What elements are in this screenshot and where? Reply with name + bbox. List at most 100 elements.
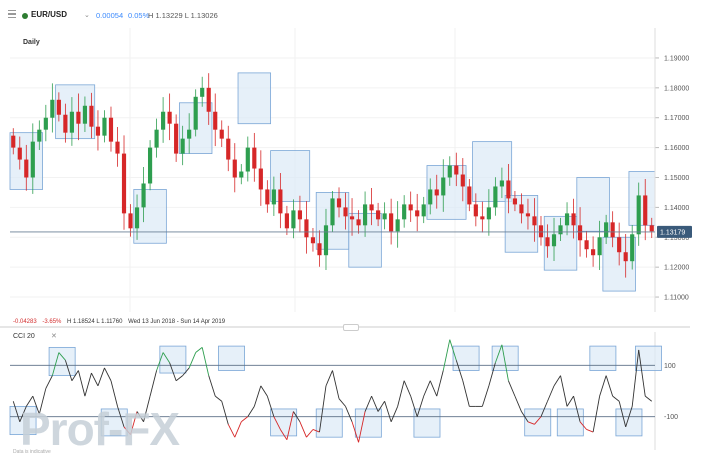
cci-line-segment [130,411,138,435]
cci-line-segment [566,395,574,407]
candle-body [349,216,355,220]
candle-body [167,111,172,124]
candle-body [597,237,602,256]
cci-line-segment [494,344,503,363]
cci-line-segment [625,406,633,428]
cci-line-segment [306,429,314,438]
cci-line-segment [612,395,620,402]
candle-body [512,198,518,205]
candle-body [258,168,263,190]
footnote: Data is indicative [13,449,51,455]
cci-line-segment [123,426,131,435]
range-high-low: H 1.18524 L 1.11760 [67,319,123,325]
symbol-selector[interactable]: EUR/USD [31,10,68,19]
cci-line-segment [384,401,392,422]
candle-body [206,87,211,112]
cci-line-segment [338,398,346,407]
candle-body [108,117,114,142]
cci-line-segment [312,429,320,433]
candle-body [486,207,491,220]
cci-line-segment [462,380,470,407]
candle-body [617,237,622,253]
candle-body [584,240,589,250]
candle-body [154,129,159,148]
cci-line-segment [364,395,373,412]
price-highlight-box [472,141,513,202]
cci-line-segment [253,385,262,407]
candle-body [362,204,368,226]
cci-highlight-box [48,346,76,377]
candle-body [232,159,237,178]
cci-line-segment [241,416,249,423]
cci-pane: 100 -100 [9,339,678,443]
range-change-percent: -3.65% [42,319,62,325]
candle-body [11,135,16,148]
cci-line-segment [488,362,496,386]
cci-line-segment [436,370,444,397]
cci-line-segment [32,395,40,415]
candle-body [343,207,348,217]
cci-highlight-box [9,405,37,436]
candle-body [187,129,192,139]
candle-body [538,225,544,238]
candle-body [336,198,342,208]
cci-line-segment [514,395,522,412]
candle-body [369,204,374,211]
cci-line-segment [553,375,561,387]
cci-line-segment [51,352,60,376]
candle-body [389,213,394,232]
cci-line-segment [501,344,509,381]
cci-line-segment [175,375,183,382]
candle-body [447,165,452,178]
y-tick-label: 1.14000 [664,205,689,212]
candle-body [56,99,61,115]
cci-highlight-box [589,345,617,371]
candle-body [30,141,35,178]
candle-body [193,96,198,130]
cci-line-segment [449,339,457,361]
candle-body [284,213,289,229]
candle-body [17,147,22,160]
cci-line-segment [45,375,53,389]
candle-body [636,195,641,235]
pane-resize-handle[interactable] [343,324,359,331]
cci-line-segment [201,347,210,376]
cci-line-segment [143,396,151,422]
chevron-down-icon[interactable]: ⌄ [84,12,90,19]
cci-line-segment [234,421,242,438]
candle-body [76,111,81,124]
cci-line-segment [91,372,99,387]
candle-body [245,147,250,172]
y-tick-label: 1.12000 [664,265,689,272]
y-tick-label: 1.16000 [664,145,689,152]
menu-icon[interactable] [8,10,16,19]
cci-line-segment [182,367,190,376]
cci-line-segment [416,395,425,417]
cci-line-segment [97,367,105,387]
range-change: -0.04283 [13,319,37,325]
cci-highlight-box [556,408,584,437]
candle-body [180,138,185,154]
cci-line-segment [351,421,359,443]
cci-line-segment [579,421,587,430]
cci-line-segment [325,370,333,387]
close-icon[interactable]: ✕ [51,333,57,340]
cci-highlight-box [413,408,441,438]
candle-body [493,186,498,208]
candle-body [402,204,407,220]
cci-line-segment [345,406,353,422]
candle-body [395,219,400,232]
cci-highlight-box [315,408,343,438]
cci-line-segment [12,401,21,422]
cci-line-segment [77,370,86,397]
candle-body [161,111,166,130]
candle-body [37,129,42,142]
candle-body [304,219,309,238]
cci-line-segment [19,406,27,422]
cci-line-segment [38,388,47,415]
cci-line-segment [455,360,464,381]
cci-line-segment [638,349,646,397]
candle-body [69,111,74,133]
cci-line-segment [586,429,594,433]
